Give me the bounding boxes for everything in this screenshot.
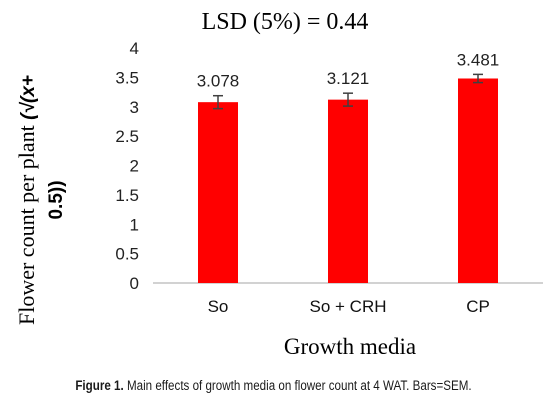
x-tick-label: CP (466, 297, 490, 316)
x-tick-label: So (208, 297, 229, 316)
y-tick-label: 1.5 (115, 186, 139, 205)
svg-text:Flower count per plant (√(x+: Flower count per plant (√(x+ (14, 75, 39, 325)
chart-canvas: LSD (5%) = 0.44 Flower count per plant (… (14, 9, 543, 359)
y-tick-label: 0.5 (115, 245, 139, 264)
bar (458, 78, 498, 284)
bar (328, 99, 368, 283)
data-label: 3.481 (457, 50, 500, 69)
bar (198, 102, 238, 283)
x-axis-title: Growth media (284, 334, 416, 359)
figure-caption-text: Main effects of growth media on flower c… (126, 378, 472, 393)
y-tick-label: 4 (130, 39, 139, 58)
figure-label: Figure 1. (75, 378, 124, 393)
data-label: 3.121 (327, 69, 370, 88)
y-tick-label: 0 (130, 274, 139, 293)
y-axis-title-text: Flower count per plant (14, 120, 39, 325)
y-tick-label: 1 (130, 215, 139, 234)
y-tick-label: 2.5 (115, 127, 139, 146)
chart-title: LSD (5%) = 0.44 (202, 9, 369, 35)
y-axis-title: Flower count per plant (√(x+ 0.5)) (14, 75, 67, 325)
y-tick-label: 3.5 (115, 68, 139, 87)
y-axis-title-line2: 0.5)) (46, 180, 67, 219)
x-tick-label: So + CRH (310, 297, 387, 316)
y-axis-title-math: (√(x+ (18, 75, 39, 120)
y-tick-label: 3 (130, 98, 139, 117)
y-tick-label: 2 (130, 157, 139, 176)
figure-caption: Figure 1. Main effects of growth media o… (38, 378, 508, 393)
data-label: 3.078 (197, 72, 240, 91)
plot-area: 0 0.5 1 1.5 2 2.5 3 3.5 4 3.078 So 3.121 So + CRH 3.4… (115, 39, 543, 316)
